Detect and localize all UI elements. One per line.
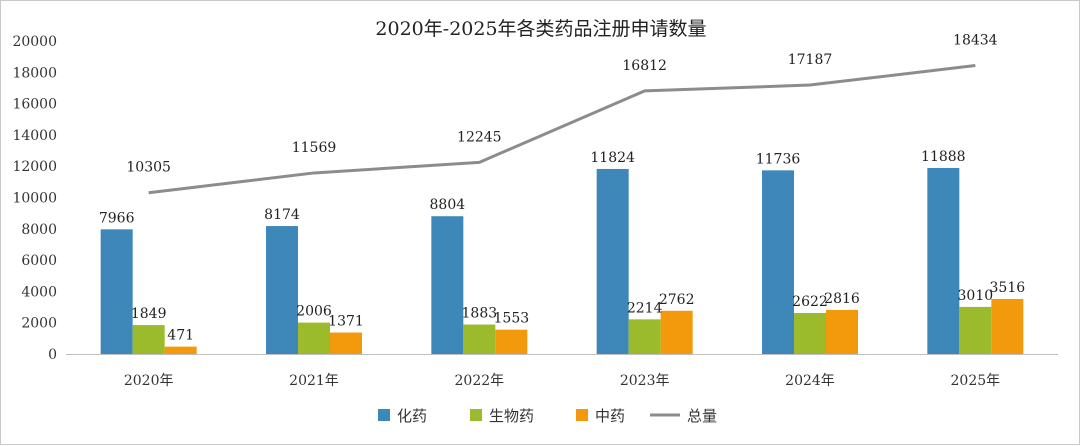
bar-value-label: 2006 [296,304,332,320]
bar-中药 [330,332,362,354]
bar-value-label: 11824 [590,150,635,166]
legend-label: 生物药 [489,407,534,425]
line-layer [148,64,976,195]
bar-value-label: 11736 [756,151,801,167]
line-value-label: 11569 [292,140,337,156]
bar-value-label: 1849 [131,306,167,322]
bar-value-label: 8804 [430,197,466,213]
bar-化药 [431,216,464,354]
bar-化药 [100,229,133,354]
legend-item-化药[interactable]: 化药 [378,407,427,425]
bar-化药 [762,170,794,354]
bar-生物药 [628,319,661,354]
legend-label: 总量 [687,407,717,425]
bar-化药 [927,167,960,354]
legend-label: 化药 [397,407,427,425]
bar-化药 [596,168,629,354]
bar-中药 [164,346,197,354]
line-value-label: 17187 [788,52,833,68]
x-tick-label: 2022年 [455,373,505,389]
bar-value-label: 2762 [659,292,695,308]
x-tick-label: 2021年 [289,373,339,389]
line-value-label: 10305 [126,160,171,176]
bar-生物药 [132,325,165,354]
x-tick-label: 2024年 [785,373,835,389]
x-tick-label: 2023年 [620,373,670,389]
bar-value-label: 1883 [462,306,498,322]
y-tick-label: 0 [48,347,57,363]
bar-value-label: 8174 [264,207,300,223]
axis-layer: 0 2000 4000 6000 8000 10000 12000 14000 16000 180… [12,34,1058,389]
chart-title: 2020年-2025年各类药品注册申请数量 [375,18,706,40]
bar-value-label: 2214 [627,300,663,316]
bar-value-label: 7966 [99,210,135,226]
line-value-label: 12245 [457,129,502,145]
bar-value-label: 1553 [494,311,530,327]
bar-value-label: 2622 [792,294,828,310]
legend-item-总量[interactable]: 总量 [650,407,717,425]
y-tick-label: 10000 [12,191,57,207]
legend-label: 中药 [595,407,625,425]
bar-value-label: 1371 [328,314,364,330]
y-tick-label: 20000 [12,34,57,50]
legend[interactable]: 化药 生物药 中药 总量 [378,407,717,425]
bar-value-label: 2816 [824,291,860,307]
bar-value-label: 3516 [990,280,1026,296]
y-tick-label: 2000 [21,316,57,332]
bar-中药 [826,309,858,354]
bar-中药 [660,310,693,354]
bar-value-label: 471 [167,328,194,344]
y-tick-label: 12000 [12,159,57,175]
x-tick-label: 2025年 [951,373,1001,389]
legend-swatch [576,409,588,421]
x-tick-label: 2020年 [124,373,174,389]
data-label-layer: 7966 8174 8804 11824 11736 11888 1849 2006 1883 2… [99,33,1025,344]
y-tick-label: 14000 [12,128,57,144]
bar-生物药 [794,312,826,354]
line-value-label: 18434 [953,33,998,49]
legend-swatch [470,409,482,421]
bar-中药 [991,298,1024,354]
bar-中药 [495,329,528,354]
bar-layer [100,167,1024,354]
y-tick-label: 16000 [12,97,57,113]
line-总量 [148,64,976,195]
bar-value-label: 11888 [921,149,966,165]
bar-生物药 [463,324,496,354]
y-tick-label: 8000 [21,222,57,238]
bar-value-label: 3010 [958,288,994,304]
bar-生物药 [959,306,992,354]
y-tick-label: 18000 [12,65,57,81]
y-tick-label: 4000 [21,284,57,300]
bar-化药 [266,226,298,354]
bar-生物药 [298,322,330,354]
legend-swatch [378,409,390,421]
legend-item-中药[interactable]: 中药 [576,407,625,425]
y-tick-label: 6000 [21,253,57,269]
legend-item-生物药[interactable]: 生物药 [470,407,534,425]
line-value-label: 16812 [622,58,667,74]
